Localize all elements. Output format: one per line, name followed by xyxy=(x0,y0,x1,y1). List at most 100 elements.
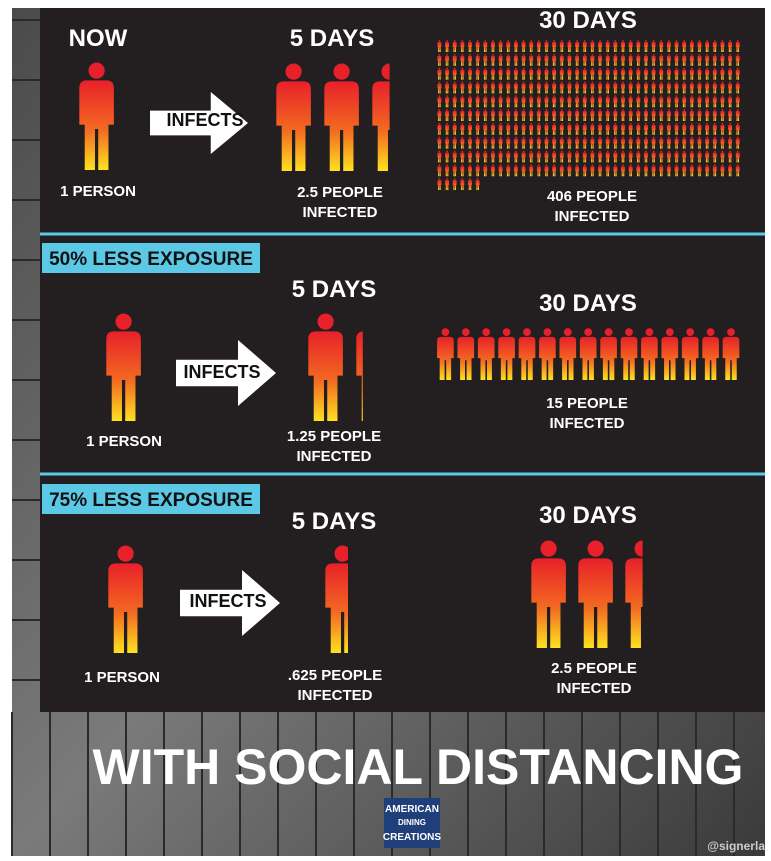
person-head xyxy=(691,123,693,125)
person-head xyxy=(439,68,441,70)
person-head xyxy=(553,54,555,56)
person-head xyxy=(660,109,662,111)
person-head xyxy=(492,164,494,166)
person-head xyxy=(729,150,731,152)
person-head xyxy=(530,95,532,97)
person-head xyxy=(553,68,555,70)
person-head xyxy=(538,123,540,125)
person-head xyxy=(477,164,479,166)
person-head xyxy=(569,137,571,139)
person-head xyxy=(538,109,540,111)
person-head xyxy=(500,68,502,70)
person-head xyxy=(637,137,639,139)
person-head xyxy=(477,95,479,97)
person-head xyxy=(714,164,716,166)
person-head xyxy=(503,328,511,336)
person-head xyxy=(500,40,502,42)
person-head xyxy=(630,164,632,166)
person-head xyxy=(442,328,450,336)
person-head xyxy=(561,137,563,139)
person-head xyxy=(492,95,494,97)
person-head xyxy=(569,81,571,83)
person-head xyxy=(569,123,571,125)
person-head xyxy=(454,137,456,139)
person-head xyxy=(653,109,655,111)
caption: 406 PEOPLE xyxy=(547,188,637,205)
person-head xyxy=(645,164,647,166)
person-head xyxy=(645,150,647,152)
person-head xyxy=(507,54,509,56)
person-head xyxy=(576,137,578,139)
person-head xyxy=(691,95,693,97)
person-head xyxy=(500,109,502,111)
person-head xyxy=(676,68,678,70)
person-head xyxy=(461,164,463,166)
caption: 2.5 PEOPLE xyxy=(551,660,637,677)
person-head xyxy=(637,54,639,56)
person-head xyxy=(561,150,563,152)
person-head xyxy=(599,40,601,42)
person-head xyxy=(637,109,639,111)
person-head xyxy=(484,54,486,56)
person-head xyxy=(484,109,486,111)
person-head xyxy=(469,123,471,125)
person-head xyxy=(576,123,578,125)
person-head xyxy=(668,150,670,152)
person-head xyxy=(469,81,471,83)
person-head xyxy=(630,40,632,42)
person-head xyxy=(722,95,724,97)
person-head xyxy=(530,150,532,152)
person-head xyxy=(477,81,479,83)
person-head xyxy=(722,137,724,139)
person-head xyxy=(530,164,532,166)
person-head xyxy=(446,68,448,70)
person-head xyxy=(630,123,632,125)
person-head xyxy=(469,109,471,111)
person-head xyxy=(446,137,448,139)
person-head xyxy=(592,109,594,111)
person-head xyxy=(729,164,731,166)
person-head xyxy=(523,68,525,70)
person-head xyxy=(492,150,494,152)
person-head xyxy=(454,54,456,56)
person-head xyxy=(706,54,708,56)
person-head xyxy=(584,54,586,56)
person-head xyxy=(546,95,548,97)
person-head xyxy=(118,546,134,562)
person-head xyxy=(660,123,662,125)
person-head xyxy=(446,54,448,56)
person-head xyxy=(683,54,685,56)
person-head xyxy=(564,328,572,336)
person-head xyxy=(607,123,609,125)
person-head xyxy=(454,81,456,83)
person-head xyxy=(492,123,494,125)
person-head xyxy=(706,95,708,97)
heading: 30 DAYS xyxy=(539,7,637,34)
person-head xyxy=(645,137,647,139)
person-head xyxy=(699,150,701,152)
person-head xyxy=(645,40,647,42)
person-head xyxy=(691,81,693,83)
person-head xyxy=(576,81,578,83)
person-head xyxy=(469,95,471,97)
person-head xyxy=(530,81,532,83)
person-head xyxy=(507,109,509,111)
person-head xyxy=(653,95,655,97)
person-head xyxy=(523,54,525,56)
person-head xyxy=(653,40,655,42)
person-head xyxy=(614,95,616,97)
person-head xyxy=(660,95,662,97)
person-head xyxy=(446,164,448,166)
person-head xyxy=(446,150,448,152)
person-head xyxy=(507,164,509,166)
person-head xyxy=(614,40,616,42)
person-head xyxy=(630,137,632,139)
person-head xyxy=(683,95,685,97)
person-head xyxy=(500,95,502,97)
person-head xyxy=(454,109,456,111)
person-head xyxy=(546,123,548,125)
person-head xyxy=(561,68,563,70)
person-head xyxy=(599,137,601,139)
caption: 2.5 PEOPLE xyxy=(297,184,383,201)
person-head xyxy=(737,150,739,152)
